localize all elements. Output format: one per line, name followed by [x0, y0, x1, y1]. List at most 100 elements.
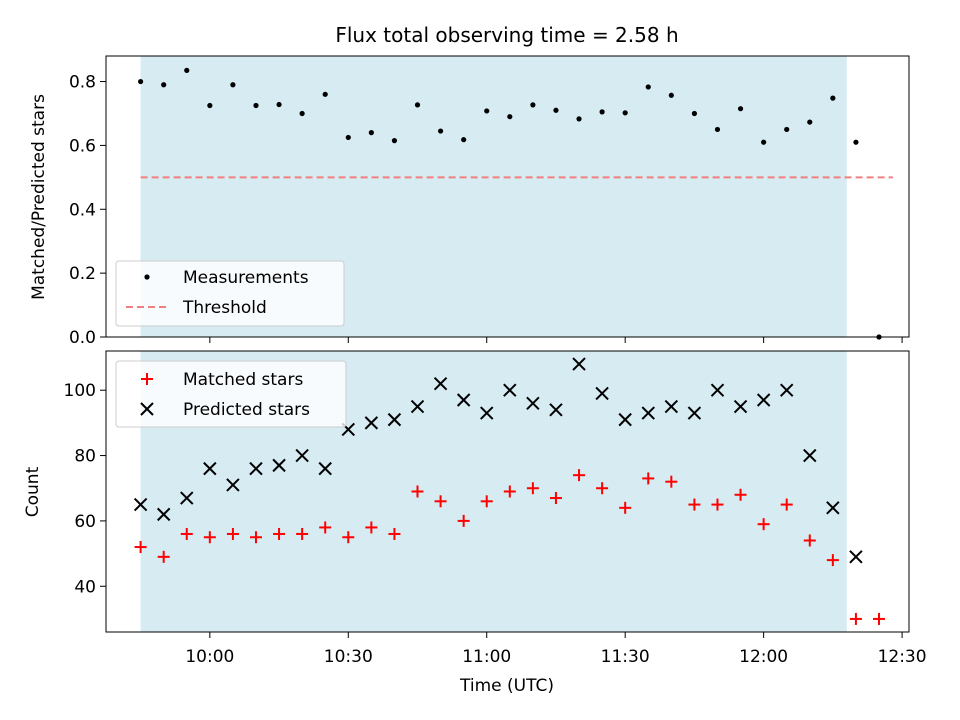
- matched-star-point: [526, 482, 539, 495]
- matched-star-point: [711, 498, 724, 511]
- legend-measurements-label: Measurements: [183, 268, 309, 288]
- matched-star-point: [549, 492, 562, 505]
- top-measurement-points: [138, 67, 882, 340]
- measurement-point: [207, 102, 213, 109]
- matched-star-point: [480, 495, 493, 508]
- predicted-star-point: [687, 406, 702, 420]
- matched-star-point: [388, 527, 401, 540]
- measurement-point: [645, 84, 651, 90]
- predicted-star-point: [756, 393, 771, 407]
- predicted-star-point: [180, 491, 194, 505]
- matched-star-point: [342, 531, 355, 544]
- matched-star-point: [803, 534, 816, 547]
- measurement-point: [161, 82, 167, 88]
- measurement-point: [276, 101, 282, 108]
- top-axes-frame: [105, 55, 910, 338]
- top-y-tick-label: 0.0: [69, 328, 96, 348]
- matched-star-point: [642, 472, 655, 485]
- predicted-star-point: [203, 461, 217, 476]
- predicted-star-point: [549, 403, 563, 417]
- matched-star-point: [203, 531, 216, 544]
- measurement-point: [368, 130, 374, 136]
- measurement-point: [391, 138, 398, 144]
- top-y-ticks: 0.0 0.2 0.4 0.6 0.8: [69, 73, 106, 348]
- matched-star-point: [296, 527, 309, 540]
- matched-star-point: [688, 498, 701, 511]
- predicted-star-point: [480, 406, 494, 420]
- matched-star-point: [365, 521, 378, 534]
- predicted-star-point: [364, 416, 379, 430]
- matched-star-point: [319, 521, 332, 534]
- measurement-point: [461, 137, 467, 143]
- x-tick-label: 12:30: [878, 647, 927, 667]
- predicted-star-point: [433, 376, 448, 391]
- measurement-point: [437, 128, 444, 134]
- measurement-point: [761, 139, 767, 145]
- measurement-point: [714, 126, 721, 133]
- measurement-point: [484, 108, 490, 114]
- top-y-tick-label: 0.4: [69, 200, 96, 220]
- measurement-point: [853, 139, 859, 145]
- predicted-star-point: [410, 399, 425, 414]
- measurement-point: [599, 109, 605, 115]
- predicted-star-point: [849, 550, 863, 564]
- matched-star-point: [849, 612, 862, 625]
- matched-star-point: [157, 550, 170, 563]
- predicted-star-point: [318, 461, 332, 476]
- predicted-star-point: [803, 448, 817, 463]
- legend-matched-marker: [141, 373, 153, 385]
- measurement-point: [553, 107, 559, 113]
- x-tick-label: 10:30: [324, 647, 373, 667]
- top-legend: Measurements Threshold: [115, 260, 345, 327]
- measurement-point: [414, 102, 421, 108]
- top-y-tick-label: 0.6: [69, 136, 96, 156]
- matched-star-point: [573, 469, 586, 482]
- legend-matched-label: Matched stars: [183, 370, 303, 390]
- measurement-point: [253, 102, 259, 109]
- x-tick-label: 11:00: [462, 647, 511, 667]
- top-y-axis-label: Matched/Predicted stars: [29, 94, 49, 300]
- measurement-point: [184, 67, 190, 73]
- predicted-star-point: [249, 461, 263, 476]
- matched-star-point: [434, 495, 447, 508]
- predicted-star-point: [572, 357, 586, 371]
- matched-star-point: [734, 488, 747, 501]
- measurement-point: [230, 82, 236, 88]
- bottom-y-tick-label: 80: [74, 447, 96, 467]
- x-axis-label: Time (UTC): [459, 676, 554, 696]
- predicted-star-point: [710, 383, 725, 397]
- predicted-star-point: [226, 478, 240, 492]
- measurement-point: [737, 106, 744, 112]
- predicted-star-point: [295, 448, 309, 463]
- measurement-point: [691, 110, 698, 117]
- matched-star-point: [457, 514, 470, 527]
- top-y-tick-label: 0.2: [69, 264, 96, 284]
- predicted-star-point: [641, 406, 655, 420]
- matched-star-point: [503, 485, 516, 498]
- measurement-point: [576, 116, 582, 122]
- bottom-panel: 40 60 80 100 10:00 10:30 11:00 11:30 12:00 12:30…: [23, 350, 927, 696]
- measurement-point: [784, 126, 790, 133]
- bottom-y-axis-label: Count: [23, 466, 43, 517]
- measurement-point: [622, 110, 628, 116]
- legend-predicted-marker: [140, 402, 154, 416]
- bottom-legend: Matched stars Predicted stars: [115, 360, 347, 428]
- matched-star-point: [134, 541, 147, 554]
- predicted-star-point: [595, 386, 609, 401]
- top-title: Flux total observing time = 2.58 h: [335, 23, 678, 47]
- matched-star-point: [180, 527, 193, 540]
- predicted-star-point: [456, 393, 471, 407]
- predicted-star-point: [387, 412, 402, 427]
- matched-star-point: [596, 482, 609, 495]
- x-tick-label: 12:00: [739, 647, 788, 667]
- predicted-star-point: [779, 383, 794, 397]
- matched-star-point: [273, 527, 286, 540]
- measurement-point: [507, 114, 513, 120]
- matched-star-point: [757, 518, 770, 531]
- measurement-point: [345, 134, 351, 141]
- x-tick-label: 10:00: [185, 647, 234, 667]
- matched-star-point: [665, 475, 678, 488]
- matched-star-point: [226, 527, 239, 540]
- matched-star-point: [619, 501, 632, 514]
- top-panel: 0.0 0.2 0.4 0.6 0.8 Flux total observing tim…: [29, 23, 910, 348]
